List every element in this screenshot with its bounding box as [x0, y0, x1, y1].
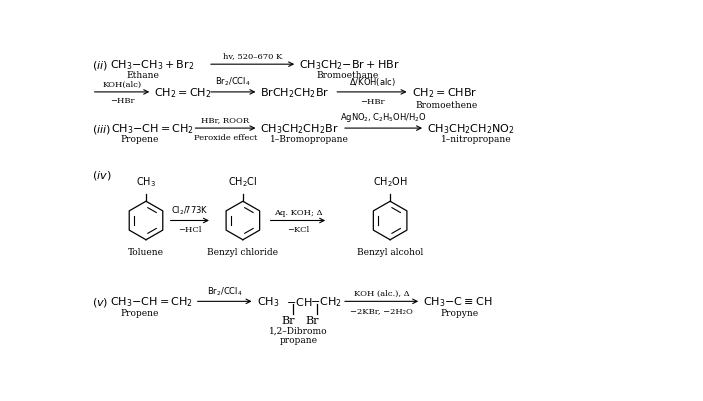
Text: Propene: Propene — [120, 308, 159, 317]
Text: 1–nitropropane: 1–nitropropane — [441, 135, 511, 144]
Text: $\mathrm{{-}CH}$: $\mathrm{{-}CH}$ — [285, 296, 312, 308]
Text: $(\mathit{iii})$: $(\mathit{iii})$ — [92, 122, 111, 135]
Text: $\mathrm{CH_2{=}CHBr}$: $\mathrm{CH_2{=}CHBr}$ — [412, 86, 477, 99]
Text: $\mathrm{CH_3}$: $\mathrm{CH_3}$ — [257, 295, 279, 308]
Text: $(\mathit{v})$: $(\mathit{v})$ — [92, 295, 108, 308]
Text: $\mathrm{CH_3CH_2CH_2NO_2}$: $\mathrm{CH_3CH_2CH_2NO_2}$ — [427, 122, 515, 136]
Text: HBr, ROOR: HBr, ROOR — [201, 116, 250, 124]
Text: hv, 520–670 K: hv, 520–670 K — [223, 53, 282, 61]
Text: propane: propane — [280, 336, 318, 344]
Text: −HBr: −HBr — [360, 97, 384, 105]
Text: Benzyl alcohol: Benzyl alcohol — [357, 247, 423, 256]
Text: KOH (alc.), Δ: KOH (alc.), Δ — [354, 289, 409, 297]
Text: Bromoethane: Bromoethane — [316, 71, 379, 80]
Text: Aq. KOH; Δ: Aq. KOH; Δ — [273, 209, 322, 216]
Text: Benzyl chloride: Benzyl chloride — [207, 247, 278, 256]
Text: $\mathrm{CH_3}$: $\mathrm{CH_3}$ — [136, 175, 156, 189]
Text: 1,2–Dibromo: 1,2–Dibromo — [269, 326, 328, 335]
Text: Br: Br — [281, 315, 295, 325]
Text: $\mathrm{CH_3CH_2{-}Br + HBr}$: $\mathrm{CH_3CH_2{-}Br + HBr}$ — [299, 58, 399, 72]
Text: −HBr: −HBr — [110, 97, 134, 105]
Text: KOH(alc): KOH(alc) — [103, 81, 141, 89]
Text: $\mathrm{CH_3{-}CH{=}CH_2}$: $\mathrm{CH_3{-}CH{=}CH_2}$ — [110, 295, 193, 308]
Text: −2KBr, −2H₂O: −2KBr, −2H₂O — [350, 306, 413, 314]
Text: −HCl: −HCl — [178, 225, 202, 233]
Text: Peroxide effect: Peroxide effect — [194, 134, 257, 142]
Text: $(\mathit{iv})$: $(\mathit{iv})$ — [92, 168, 111, 181]
Text: $(\mathit{ii})$: $(\mathit{ii})$ — [92, 59, 108, 71]
Text: $\mathrm{\Delta/KOH(alc)}$: $\mathrm{\Delta/KOH(alc)}$ — [349, 76, 395, 88]
Text: Propyne: Propyne — [441, 308, 479, 317]
Text: $\mathrm{CH_3CH_2CH_2Br}$: $\mathrm{CH_3CH_2CH_2Br}$ — [260, 122, 339, 136]
Text: $\mathrm{CH_3{-}CH_3 + Br_2}$: $\mathrm{CH_3{-}CH_3 + Br_2}$ — [110, 58, 194, 72]
Text: $\mathrm{CH_3{-}CH{=}CH_2}$: $\mathrm{CH_3{-}CH{=}CH_2}$ — [111, 122, 194, 136]
Text: Bromoethene: Bromoethene — [415, 101, 478, 109]
Text: Propene: Propene — [120, 135, 159, 144]
Text: $\mathrm{Br_2/CCl_4}$: $\mathrm{Br_2/CCl_4}$ — [215, 76, 251, 88]
Text: Br: Br — [306, 315, 319, 325]
Text: $\mathrm{Br_2/CCl_4}$: $\mathrm{Br_2/CCl_4}$ — [207, 285, 243, 297]
Text: $\mathrm{AgNO_2, C_2H_5OH/H_2O}$: $\mathrm{AgNO_2, C_2H_5OH/H_2O}$ — [340, 111, 427, 124]
Text: 1–Bromopropane: 1–Bromopropane — [270, 135, 349, 144]
Text: $\mathrm{Cl_2/773K}$: $\mathrm{Cl_2/773K}$ — [171, 204, 209, 216]
Text: $\mathrm{BrCH_2CH_2Br}$: $\mathrm{BrCH_2CH_2Br}$ — [260, 86, 330, 99]
Text: $\mathrm{{-}CH_2}$: $\mathrm{{-}CH_2}$ — [310, 295, 342, 308]
Text: $\mathrm{CH_2{=}CH_2}$: $\mathrm{CH_2{=}CH_2}$ — [154, 86, 212, 99]
Text: $\mathrm{CH_3{-}C{\equiv}CH}$: $\mathrm{CH_3{-}C{\equiv}CH}$ — [423, 295, 493, 308]
Text: Ethane: Ethane — [127, 71, 160, 80]
Text: −KCl: −KCl — [287, 225, 309, 233]
Text: Toluene: Toluene — [128, 247, 164, 256]
Text: $\mathrm{CH_2OH}$: $\mathrm{CH_2OH}$ — [373, 175, 408, 189]
Text: $\mathrm{CH_2Cl}$: $\mathrm{CH_2Cl}$ — [228, 175, 257, 189]
